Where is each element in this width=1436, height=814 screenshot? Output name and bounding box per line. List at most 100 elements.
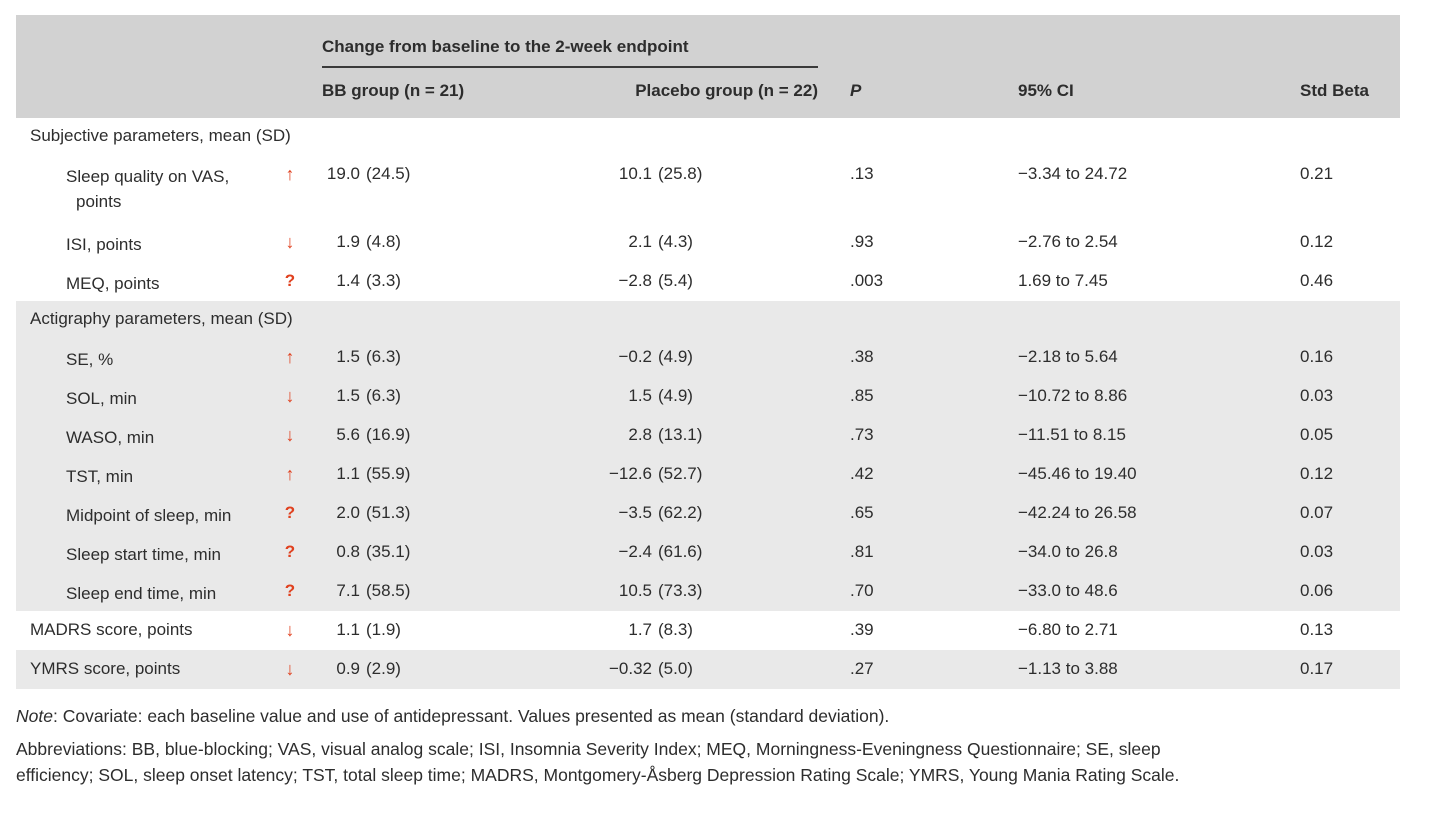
std-beta-value: 0.46 bbox=[1300, 271, 1334, 290]
bb-sd: (24.5) bbox=[366, 164, 411, 183]
bb-mean: 1.5 bbox=[336, 347, 360, 366]
column-header-placebo-group: Placebo group (n = 22) bbox=[635, 81, 818, 100]
arrow-down-icon: ↓ bbox=[285, 386, 295, 406]
placebo-group-value: −0.32 (5.0) bbox=[600, 659, 830, 679]
bb-sd: (1.9) bbox=[366, 620, 401, 639]
placebo-mean: 2.1 bbox=[628, 232, 652, 251]
table-row: SE, % ↑ 1.5 (6.3) −0.2 (4.9) .38 −2.18 to 5.64 0… bbox=[16, 338, 1400, 377]
bb-mean: 1.1 bbox=[336, 464, 360, 483]
table-row: Sleep end time, min? 7.1 (58.5) 10.5 (73.3).… bbox=[16, 572, 1400, 611]
ci-value: −10.72 to 8.86 bbox=[1018, 386, 1128, 405]
std-beta-value: 0.05 bbox=[1300, 425, 1334, 444]
placebo-mean: −12.6 bbox=[608, 464, 652, 483]
bb-mean: 1.4 bbox=[336, 271, 360, 290]
ci-value: −34.0 to 26.8 bbox=[1018, 542, 1118, 561]
table-footnotes: Note: Covariate: each baseline value and… bbox=[16, 703, 1420, 788]
study-results-table: Change from baseline to the 2-week endpo… bbox=[16, 15, 1400, 689]
spanner-rule bbox=[322, 66, 818, 68]
p-value: .93 bbox=[850, 232, 874, 251]
placebo-sd: (4.9) bbox=[658, 386, 693, 405]
std-beta-value: 0.06 bbox=[1300, 581, 1334, 600]
bb-mean: 0.8 bbox=[336, 542, 360, 561]
bb-sd: (4.8) bbox=[366, 232, 401, 251]
table-row: Sleep start time, min? 0.8 (35.1) −2.4 (61.6… bbox=[16, 533, 1400, 572]
bb-mean: 7.1 bbox=[336, 581, 360, 600]
table-row: TST, min ↑ 1.1 (55.9) −12.6 (52.7) .42 −45.46 t… bbox=[16, 455, 1400, 494]
placebo-sd: (4.3) bbox=[658, 232, 693, 251]
bb-group-value: 1.9 (4.8) bbox=[312, 232, 600, 252]
placebo-group-value: −12.6 (52.7) bbox=[600, 464, 830, 484]
bb-mean: 5.6 bbox=[336, 425, 360, 444]
placebo-mean: 2.8 bbox=[628, 425, 652, 444]
placebo-mean: 10.1 bbox=[618, 164, 652, 183]
table-row: YMRS score, points ↓ 0.9 (2.9) −0.32 (5.0) .27… bbox=[16, 650, 1400, 689]
p-value: .42 bbox=[850, 464, 874, 483]
question-mark-icon: ? bbox=[284, 581, 296, 600]
abbreviations-line-1: Abbreviations: BB, blue-blocking; VAS, v… bbox=[16, 739, 1161, 759]
bb-mean: 0.9 bbox=[336, 659, 360, 678]
placebo-mean: 10.5 bbox=[618, 581, 652, 600]
bb-group-value: 1.1 (1.9) bbox=[312, 620, 600, 640]
std-beta-value: 0.07 bbox=[1300, 503, 1334, 522]
arrow-down-icon: ↓ bbox=[285, 425, 295, 445]
std-beta-value: 0.03 bbox=[1300, 386, 1334, 405]
p-value: .13 bbox=[850, 164, 874, 183]
row-label: WASO, min bbox=[66, 428, 155, 447]
placebo-sd: (5.4) bbox=[658, 271, 693, 290]
placebo-sd: (61.6) bbox=[658, 542, 703, 561]
bb-group-value: 1.1 (55.9) bbox=[312, 464, 600, 484]
std-beta-value: 0.03 bbox=[1300, 542, 1334, 561]
bb-group-value: 5.6 (16.9) bbox=[312, 425, 600, 445]
abbreviations-line-2: efficiency; SOL, sleep onset latency; TS… bbox=[16, 765, 1180, 785]
bb-sd: (51.3) bbox=[366, 503, 411, 522]
row-label: SE, % bbox=[66, 350, 114, 369]
placebo-sd: (73.3) bbox=[658, 581, 703, 600]
arrow-down-icon: ↓ bbox=[285, 232, 295, 252]
placebo-mean: 1.7 bbox=[628, 620, 652, 639]
question-mark-icon: ? bbox=[284, 503, 296, 522]
arrow-down-icon: ↓ bbox=[285, 659, 295, 679]
table-row: MADRS score, points ↓ 1.1 (1.9) 1.7 (8.3) .39 −… bbox=[16, 611, 1400, 650]
table-row: MEQ, points? 1.4 (3.3) −2.8 (5.4) .003 1.69 to… bbox=[16, 262, 1400, 301]
section-label: Subjective parameters, mean (SD) bbox=[30, 126, 291, 145]
arrow-up-icon: ↑ bbox=[285, 164, 295, 184]
bb-group-value: 0.8 (35.1) bbox=[312, 542, 600, 562]
bb-group-value: 7.1 (58.5) bbox=[312, 581, 600, 601]
bb-sd: (2.9) bbox=[366, 659, 401, 678]
arrow-up-icon: ↑ bbox=[285, 347, 295, 367]
arrow-down-icon: ↓ bbox=[285, 620, 295, 640]
section-row: Actigraphy parameters, mean (SD) bbox=[16, 301, 1400, 338]
placebo-group-value: −3.5 (62.2) bbox=[600, 503, 830, 523]
bb-group-value: 19.0 (24.5) bbox=[312, 164, 600, 184]
section-row: Subjective parameters, mean (SD) bbox=[16, 118, 1400, 155]
placebo-sd: (62.2) bbox=[658, 503, 703, 522]
row-label: Sleep start time, min bbox=[66, 545, 221, 564]
std-beta-value: 0.17 bbox=[1300, 659, 1334, 678]
ci-value: −2.76 to 2.54 bbox=[1018, 232, 1118, 251]
p-value: .65 bbox=[850, 503, 874, 522]
placebo-mean: −3.5 bbox=[618, 503, 652, 522]
arrow-up-icon: ↑ bbox=[285, 464, 295, 484]
table-header-band: Change from baseline to the 2-week endpo… bbox=[16, 15, 1400, 118]
p-value: .85 bbox=[850, 386, 874, 405]
note-line: Note: Covariate: each baseline value and… bbox=[16, 703, 1420, 729]
note-label: Note bbox=[16, 706, 53, 726]
placebo-group-value: 10.1 (25.8) bbox=[600, 164, 830, 184]
std-beta-value: 0.12 bbox=[1300, 464, 1334, 483]
question-mark-icon: ? bbox=[284, 542, 296, 561]
ci-value: −33.0 to 48.6 bbox=[1018, 581, 1118, 600]
bb-group-value: 2.0 (51.3) bbox=[312, 503, 600, 523]
bb-sd: (55.9) bbox=[366, 464, 411, 483]
p-value: .81 bbox=[850, 542, 874, 561]
bb-mean: 1.9 bbox=[336, 232, 360, 251]
placebo-sd: (25.8) bbox=[658, 164, 703, 183]
row-label: MADRS score, points bbox=[30, 620, 193, 639]
p-value: .38 bbox=[850, 347, 874, 366]
bb-sd: (58.5) bbox=[366, 581, 411, 600]
std-beta-value: 0.12 bbox=[1300, 232, 1334, 251]
std-beta-value: 0.16 bbox=[1300, 347, 1334, 366]
ci-value: −1.13 to 3.88 bbox=[1018, 659, 1118, 678]
ci-value: −42.24 to 26.58 bbox=[1018, 503, 1137, 522]
row-label: MEQ, points bbox=[66, 274, 160, 293]
placebo-group-value: 2.8 (13.1) bbox=[600, 425, 830, 445]
